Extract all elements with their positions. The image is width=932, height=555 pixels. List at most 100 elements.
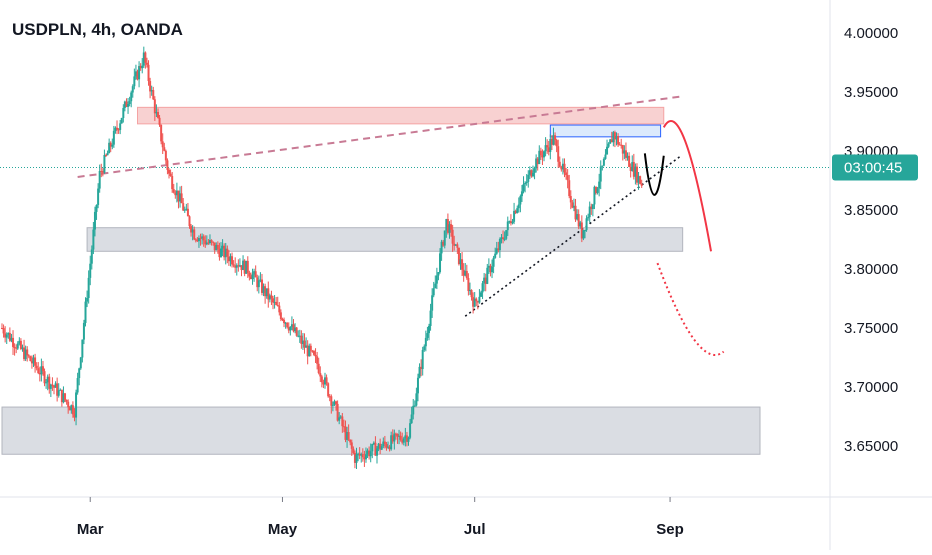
price-badge-bg: [832, 154, 918, 181]
candle-body-360: [568, 180, 571, 197]
candle-body-304: [479, 292, 482, 297]
candle-body-189: [298, 335, 301, 337]
candle-body-9: [15, 347, 18, 349]
candle-body-240: [379, 443, 382, 450]
candle-body-161: [254, 271, 257, 278]
candle-body-83: [131, 86, 134, 93]
candle-body-52: [82, 322, 85, 340]
candle-body-39: [62, 393, 65, 403]
candle-body-292: [461, 259, 464, 270]
candle-body-342: [539, 150, 542, 156]
candle-body-307: [484, 277, 487, 284]
candle-body-222: [350, 442, 353, 449]
candle-body-233: [368, 450, 371, 457]
candle-body-95: [150, 90, 153, 92]
candle-body-316: [498, 239, 501, 251]
candle-body-204: [322, 382, 325, 385]
candle-body-205: [324, 377, 327, 385]
candle-body-11: [18, 340, 21, 344]
candle-body-134: [212, 241, 215, 243]
candle-body-73: [116, 127, 119, 130]
candle-body-122: [193, 229, 196, 240]
candle-body-267: [421, 349, 424, 370]
candle-body-55: [87, 277, 90, 298]
candle-body-229: [361, 454, 364, 458]
candle-body-209: [330, 396, 333, 406]
candle-body-399: [629, 166, 632, 171]
candle-body-253: [399, 435, 402, 440]
candle-body-289: [456, 244, 459, 248]
candle-body-225: [355, 454, 358, 463]
candle-body-226: [357, 453, 360, 455]
candle-body-313: [494, 253, 497, 258]
candle-body-162: [256, 277, 259, 288]
candle-body-198: [312, 351, 315, 355]
candle-body-277: [437, 272, 440, 276]
candle-body-169: [267, 288, 270, 300]
candle-body-353: [557, 146, 560, 162]
projections-layer: [643, 120, 725, 356]
candles-layer: [1, 46, 643, 469]
candle-body-199: [314, 354, 317, 357]
candle-body-301: [475, 298, 478, 302]
symbol-title[interactable]: USDPLN, 4h, OANDA: [12, 20, 183, 39]
candle-body-379: [598, 181, 601, 189]
candle-body-303: [478, 296, 481, 303]
candle-body-309: [487, 265, 490, 268]
candle-body-33: [52, 386, 55, 388]
candle-body-60: [95, 204, 98, 212]
candle-body-334: [527, 174, 530, 182]
candle-body-157: [248, 272, 251, 277]
candle-body-268: [423, 346, 426, 350]
candle-body-276: [435, 275, 438, 284]
candle-body-228: [360, 454, 363, 456]
candle-body-10: [16, 343, 19, 349]
candle-body-345: [544, 145, 547, 152]
candle-body-356: [561, 163, 564, 170]
candle-body-206: [325, 377, 328, 384]
candle-body-124: [196, 239, 199, 242]
candle-body-369: [582, 230, 585, 239]
candle-body-96: [152, 90, 155, 100]
candle-body-391: [617, 136, 620, 145]
candle-body-40: [64, 393, 67, 400]
candle-body-328: [517, 204, 520, 209]
candle-body-32: [51, 384, 54, 387]
candle-body-218: [344, 426, 347, 440]
candle-body-395: [623, 150, 626, 154]
candle-body-374: [590, 206, 593, 210]
candle-body-53: [84, 301, 87, 323]
candle-body-295: [465, 270, 468, 279]
candle-body-164: [259, 279, 262, 281]
candle-body-2: [4, 333, 7, 338]
candle-body-137: [216, 244, 219, 250]
candle-body-281: [443, 230, 446, 246]
candle-body-144: [227, 256, 230, 262]
candle-body-25: [40, 366, 43, 375]
candle-body-290: [457, 247, 460, 265]
candle-body-302: [476, 301, 479, 303]
candle-body-335: [528, 170, 531, 175]
candle-body-259: [409, 423, 412, 438]
candle-body-23: [37, 368, 40, 374]
candle-body-121: [191, 229, 194, 233]
candle-body-216: [341, 416, 344, 427]
candle-body-370: [583, 230, 586, 232]
candle-body-82: [130, 92, 133, 102]
candle-body-299: [472, 297, 475, 307]
price-axis[interactable]: 4.000003.950003.900003.850003.800003.750…: [844, 25, 898, 455]
candle-body-285: [450, 224, 453, 230]
candle-body-384: [606, 146, 609, 155]
candle-body-22: [35, 365, 38, 369]
candle-body-80: [127, 104, 130, 107]
candle-body-210: [331, 404, 334, 406]
candle-body-325: [513, 210, 516, 222]
candle-body-13: [21, 347, 24, 349]
candle-body-140: [221, 245, 224, 249]
candle-body-403: [635, 166, 638, 183]
candle-body-93: [147, 64, 150, 82]
candle-body-76: [120, 117, 123, 124]
time-axis[interactable]: Mar May Jul Sep: [77, 497, 684, 538]
